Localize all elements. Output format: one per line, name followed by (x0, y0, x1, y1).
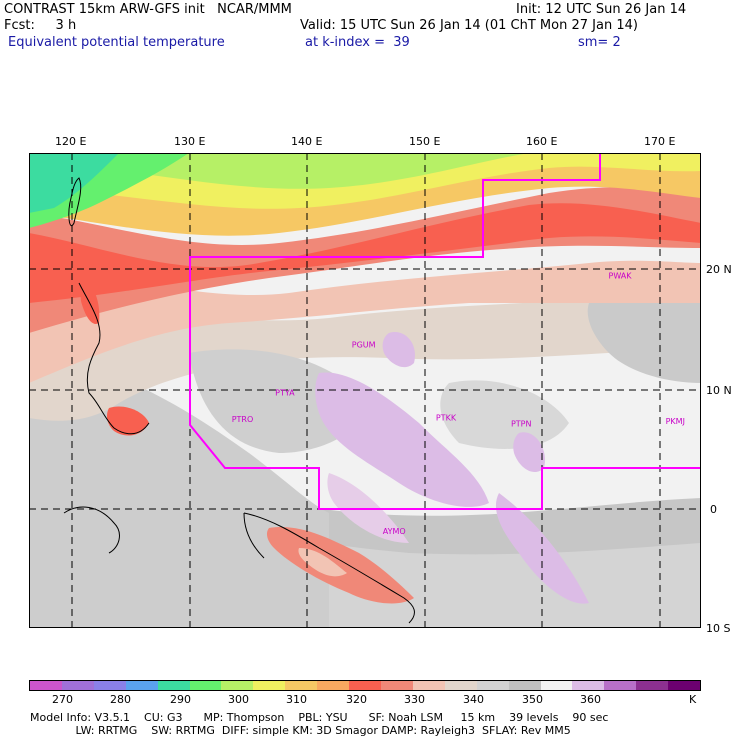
colorbar-tick-label: 360 (580, 693, 601, 706)
lon-label: 170 E (644, 135, 676, 148)
colorbar-swatch (93, 681, 126, 690)
lon-label: 160 E (526, 135, 558, 148)
colorbar-swatch (668, 681, 701, 690)
colorbar-labels: 270 280 290 300 310 320 330 340 350 360 K (0, 693, 740, 707)
colorbar-swatch (476, 681, 509, 690)
station-label: AYMO (383, 527, 406, 536)
lat-label: 10 N (706, 384, 732, 397)
colorbar-swatch (412, 681, 445, 690)
lon-label: 150 E (409, 135, 441, 148)
domain-boundary (189, 153, 701, 510)
colorbar-swatch (253, 681, 286, 690)
colorbar-tick-label: 300 (228, 693, 249, 706)
colorbar-swatch (540, 681, 573, 690)
lat-label: 0 (710, 503, 717, 516)
init-time: Init: 12 UTC Sun 26 Jan 14 (516, 2, 687, 17)
station-label: PGUM (352, 341, 376, 350)
model-info-line2: LW: RRTMG SW: RRTMG DIFF: simple KM: 3D … (30, 724, 571, 737)
station-label: PTKK (436, 414, 457, 423)
colorbar-swatch (636, 681, 669, 690)
colorbar-tick-label: 330 (404, 693, 425, 706)
colorbar-swatch (221, 681, 254, 690)
shaded-field (29, 153, 701, 628)
colorbar-swatch (380, 681, 413, 690)
model-title: CONTRAST 15km ARW-GFS init NCAR/MMM (4, 2, 292, 17)
colorbar-tick-label: 320 (346, 693, 367, 706)
station-label: PTRO (232, 415, 254, 424)
field-name: Equivalent potential temperature (8, 35, 225, 50)
theta-e-map[interactable]: PWAK PGUM PTYA PTRO PTKK PTPN PKMJ AYMO (29, 153, 701, 628)
smoothing: sm= 2 (578, 35, 621, 50)
colorbar-swatch (444, 681, 477, 690)
forecast-hour: Fcst: 3 h (4, 18, 77, 33)
valid-time: Valid: 15 UTC Sun 26 Jan 14 (01 ChT Mon … (300, 18, 638, 33)
colorbar-swatch (285, 681, 318, 690)
colorbar (29, 680, 701, 691)
station-label: PTPN (511, 420, 532, 429)
colorbar-tick-label: 340 (463, 693, 484, 706)
colorbar-tick-label: 310 (286, 693, 307, 706)
station-label: PWAK (609, 271, 633, 280)
lon-label: 120 E (55, 135, 87, 148)
colorbar-swatch (61, 681, 94, 690)
station-labels: PWAK PGUM PTYA PTRO PTKK PTPN PKMJ AYMO (232, 271, 685, 536)
colorbar-swatch (317, 681, 350, 690)
map-panel[interactable]: PWAK PGUM PTYA PTRO PTKK PTPN PKMJ AYMO (29, 153, 701, 628)
colorbar-tick-label: 280 (110, 693, 131, 706)
colorbar-swatch (189, 681, 222, 690)
colorbar-swatch (508, 681, 541, 690)
colorbar-swatch (125, 681, 158, 690)
colorbar-swatch (604, 681, 637, 690)
lat-label: 10 S (706, 622, 731, 635)
map-frame (29, 153, 701, 628)
colorbar-swatch (349, 681, 381, 690)
model-info-line1: Model Info: V3.5.1 CU: G3 MP: Thompson P… (30, 711, 609, 724)
lon-label: 130 E (174, 135, 206, 148)
colorbar-swatch (30, 681, 62, 690)
lon-label: 140 E (291, 135, 323, 148)
colorbar-tick-label: 290 (170, 693, 191, 706)
station-label: PKMJ (666, 417, 685, 426)
colorbar-swatch (572, 681, 605, 690)
k-index: at k-index = 39 (305, 35, 410, 50)
colorbar-tick-label: 350 (522, 693, 543, 706)
station-label: PTYA (275, 388, 295, 397)
colorbar-tick-label: 270 (52, 693, 73, 706)
lat-label: 20 N (706, 263, 732, 276)
colorbar-swatch (157, 681, 190, 690)
colorbar-tick-label: K (689, 693, 697, 706)
